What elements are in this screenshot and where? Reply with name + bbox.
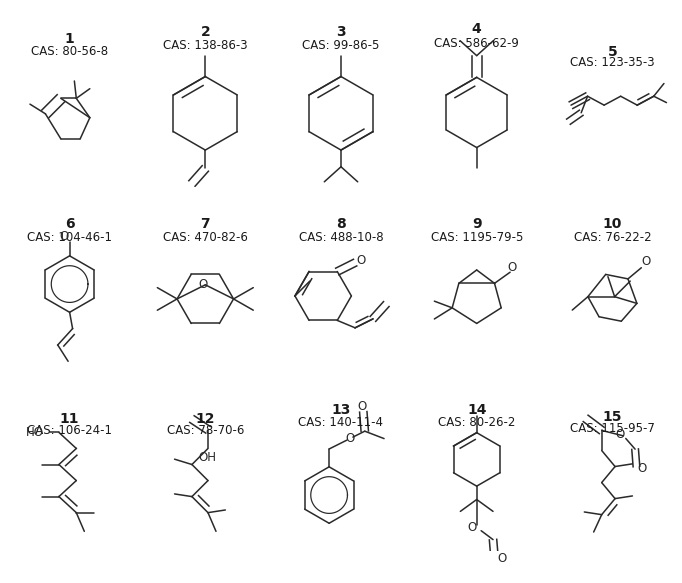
Text: O: O bbox=[198, 278, 207, 291]
Text: HO: HO bbox=[25, 426, 44, 440]
Text: O: O bbox=[468, 521, 477, 533]
Text: 8: 8 bbox=[336, 217, 346, 231]
Text: 14: 14 bbox=[467, 403, 486, 417]
Text: 7: 7 bbox=[201, 217, 210, 231]
Text: 12: 12 bbox=[196, 412, 215, 426]
Text: 4: 4 bbox=[472, 22, 481, 36]
Text: O: O bbox=[357, 401, 367, 413]
Text: CAS: 138-86-3: CAS: 138-86-3 bbox=[163, 39, 248, 52]
Text: O: O bbox=[497, 552, 507, 565]
Text: CAS: 470-82-6: CAS: 470-82-6 bbox=[163, 231, 248, 244]
Text: CAS: 80-56-8: CAS: 80-56-8 bbox=[31, 45, 108, 58]
Text: CAS: 104-46-1: CAS: 104-46-1 bbox=[27, 231, 112, 244]
Text: CAS: 123-35-3: CAS: 123-35-3 bbox=[570, 56, 655, 69]
Text: CAS: 80-26-2: CAS: 80-26-2 bbox=[438, 416, 516, 429]
Text: O: O bbox=[507, 261, 516, 273]
Text: 15: 15 bbox=[603, 410, 622, 424]
Text: 10: 10 bbox=[603, 217, 622, 231]
Text: O: O bbox=[346, 431, 355, 445]
Text: CAS: 140-11-4: CAS: 140-11-4 bbox=[299, 416, 383, 429]
Text: O: O bbox=[357, 254, 366, 267]
Text: 3: 3 bbox=[336, 24, 346, 38]
Text: 1: 1 bbox=[65, 31, 74, 45]
Text: 11: 11 bbox=[60, 412, 79, 426]
Text: CAS: 115-95-7: CAS: 115-95-7 bbox=[570, 423, 655, 436]
Text: CAS: 1195-79-5: CAS: 1195-79-5 bbox=[430, 231, 523, 244]
Text: OH: OH bbox=[198, 451, 217, 463]
Text: 2: 2 bbox=[201, 24, 210, 38]
Text: CAS: 78-70-6: CAS: 78-70-6 bbox=[166, 424, 244, 437]
Text: O: O bbox=[59, 230, 68, 243]
Text: CAS: 99-86-5: CAS: 99-86-5 bbox=[302, 39, 380, 52]
Text: CAS: 76-22-2: CAS: 76-22-2 bbox=[574, 231, 651, 244]
Text: 5: 5 bbox=[608, 45, 617, 59]
Text: 6: 6 bbox=[65, 217, 74, 231]
Text: CAS: 586-62-9: CAS: 586-62-9 bbox=[434, 37, 519, 50]
Text: O: O bbox=[641, 255, 651, 268]
Text: 13: 13 bbox=[331, 403, 351, 417]
Text: CAS: 488-10-8: CAS: 488-10-8 bbox=[299, 231, 383, 244]
Text: O: O bbox=[615, 429, 624, 441]
Text: 9: 9 bbox=[472, 217, 481, 231]
Text: CAS: 106-24-1: CAS: 106-24-1 bbox=[27, 424, 112, 437]
Text: O: O bbox=[638, 462, 647, 475]
